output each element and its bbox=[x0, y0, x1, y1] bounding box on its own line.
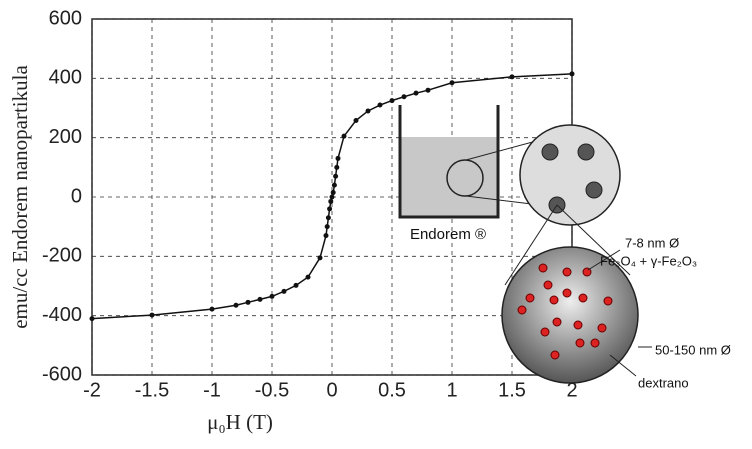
data-point bbox=[569, 71, 575, 77]
y-axis-label: emu/cc Endorem nanopartikula bbox=[8, 65, 32, 329]
arrow bbox=[609, 354, 637, 377]
particle-circle bbox=[501, 246, 639, 384]
data-point bbox=[281, 288, 287, 294]
beaker bbox=[398, 105, 500, 219]
data-point bbox=[365, 108, 371, 114]
data-point bbox=[509, 74, 515, 80]
data-point bbox=[353, 117, 359, 123]
cores bbox=[517, 263, 613, 360]
data-point bbox=[233, 302, 239, 308]
data-point bbox=[325, 215, 331, 221]
y-tick-label: 0 bbox=[71, 185, 82, 207]
data-point bbox=[341, 133, 347, 139]
annotation: dextrano bbox=[638, 375, 689, 390]
data-point bbox=[413, 90, 419, 96]
data-point bbox=[209, 306, 215, 312]
data-point bbox=[333, 173, 339, 179]
data-point bbox=[257, 296, 263, 302]
annotation: 50-150 nm Ø bbox=[655, 342, 731, 357]
annotation: 7-8 nm Ø bbox=[625, 235, 679, 250]
annotation: Endorem ® bbox=[410, 226, 486, 243]
y-tick-label: -600 bbox=[42, 363, 82, 385]
particles-circle bbox=[519, 124, 621, 226]
zoom-line bbox=[465, 195, 541, 206]
data-point bbox=[330, 190, 336, 196]
zoom-line bbox=[556, 204, 631, 276]
data-point bbox=[245, 299, 251, 305]
data-point bbox=[327, 206, 333, 212]
x-tick-label: 1.5 bbox=[498, 379, 526, 401]
data-point bbox=[149, 312, 155, 318]
data-point bbox=[425, 87, 431, 93]
y-tick-label: -400 bbox=[42, 304, 82, 326]
data-point bbox=[89, 316, 95, 322]
plot-area: -600 -400 -200 0 200 400 600 -2 -1.5 -1 -0.5 0 0.5 1 1… bbox=[42, 7, 578, 401]
data-point bbox=[334, 164, 340, 170]
y-tick-label: 600 bbox=[49, 7, 82, 29]
x-tick-label: -2 bbox=[83, 379, 101, 401]
inset-diagram: Endorem ® 7-8 nm Ø Fe₃O₄ + γ-Fe₂O₃ 50-15… bbox=[398, 105, 731, 390]
data-point bbox=[377, 102, 383, 108]
data-point bbox=[317, 255, 323, 261]
y-tick-label: -200 bbox=[42, 245, 82, 267]
zoom-line bbox=[504, 204, 558, 286]
data-point bbox=[305, 274, 311, 280]
x-tick-label: -1 bbox=[203, 379, 221, 401]
x-tick-label: 1 bbox=[446, 379, 457, 401]
data-point bbox=[389, 98, 395, 104]
x-tick-label: 0.5 bbox=[378, 379, 406, 401]
x-tick-label: 0 bbox=[326, 379, 337, 401]
liquid bbox=[400, 137, 498, 217]
data-point bbox=[331, 182, 337, 188]
data-point bbox=[449, 80, 455, 86]
data-point bbox=[335, 155, 341, 161]
data-point bbox=[401, 94, 407, 100]
x-tick-label: -1.5 bbox=[135, 379, 169, 401]
arrow bbox=[587, 249, 621, 271]
x-axis-label: μ₀H (T) bbox=[207, 410, 273, 434]
x-tick-label: -0.5 bbox=[255, 379, 289, 401]
y-tick-label: 200 bbox=[49, 126, 82, 148]
annotation: Fe₃O₄ + γ-Fe₂O₃ bbox=[600, 253, 697, 268]
data-point bbox=[324, 224, 330, 230]
y-tick-label: 400 bbox=[49, 67, 82, 89]
data-point bbox=[323, 233, 329, 239]
zoom-circle bbox=[446, 159, 484, 197]
data-point bbox=[269, 293, 275, 299]
data-point bbox=[328, 198, 334, 204]
data-point bbox=[329, 194, 335, 200]
zoom-line bbox=[465, 139, 541, 161]
x-tick-label: 2 bbox=[566, 379, 577, 401]
data-point bbox=[293, 282, 299, 288]
